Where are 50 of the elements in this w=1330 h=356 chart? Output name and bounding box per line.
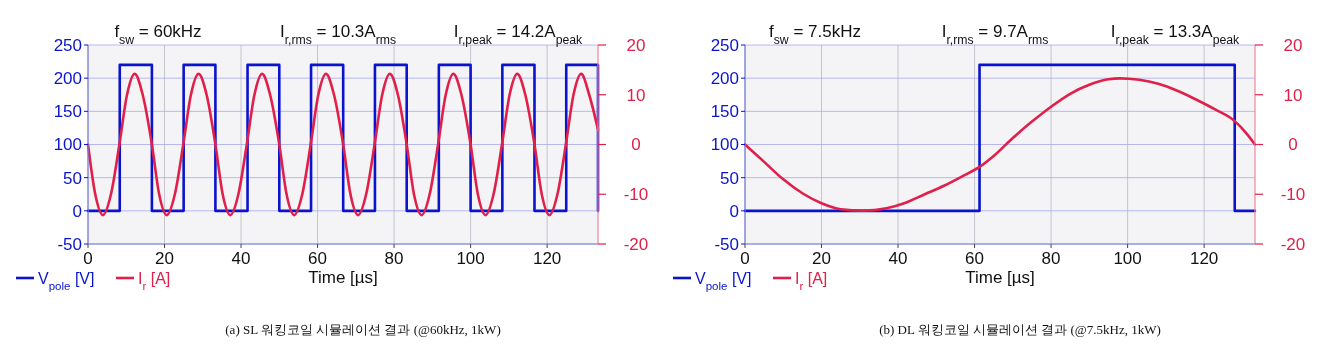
y-tick-label: 150: [53, 102, 82, 122]
y-tick-label: 150: [710, 102, 739, 122]
y-tick-label: 0: [72, 201, 82, 221]
y-tick-label: 250: [53, 35, 82, 55]
x-tick-label: 120: [1189, 249, 1219, 268]
y2-tick-label: 0: [631, 135, 641, 155]
y-tick-label: 250: [710, 35, 739, 55]
legend-label: V$_{pole}$ [V]: [38, 269, 95, 292]
y-tick-label: 200: [710, 69, 739, 89]
x-tick-label: 40: [888, 249, 908, 268]
legend-label: V$_{pole}$ [V]: [695, 269, 752, 292]
y2-tick-label: 10: [1283, 85, 1303, 105]
y-tick-label: 100: [710, 135, 739, 155]
y-tick-label: -50: [714, 234, 739, 254]
annotation: f$_{sw}$ = 7.5kHz: [769, 22, 861, 47]
y2-tick-label: -20: [1280, 234, 1306, 254]
y-tick-label: 100: [53, 135, 82, 155]
x-tick-label: 60: [965, 249, 985, 268]
legend-label: I$_{r}$ [A]: [795, 269, 828, 292]
x-tick-label: 100: [1113, 249, 1142, 268]
y2-tick-label: -10: [1280, 185, 1306, 205]
annotation: f$_{sw}$ = 60kHz: [114, 22, 202, 47]
x-tick-label: 60: [308, 249, 328, 268]
x-tick-label: 20: [812, 249, 831, 268]
y-tick-label: 50: [720, 168, 739, 188]
y2-tick-label: 20: [1283, 35, 1303, 55]
y-tick-label: 0: [729, 201, 739, 221]
y2-tick-label: -10: [623, 185, 649, 205]
y-tick-label: 200: [53, 69, 82, 89]
text: (a) SL 워킹코일 시뮬레이션 결과 (@60kHz, 1kW): [225, 322, 501, 337]
text: (b) DL 워킹코일 시뮬레이션 결과 (@7.5kHz, 1kW): [879, 322, 1161, 337]
annotation: I$_{r,peak}$ = 14.2A$_{peak}$: [453, 22, 584, 47]
x-tick-label: 120: [532, 249, 562, 268]
x-tick-label: 20: [155, 249, 174, 268]
legend-label: I$_{r}$ [A]: [138, 269, 171, 292]
y-tick-label: 50: [63, 168, 82, 188]
y-tick-label: -50: [57, 234, 82, 254]
x-axis-title: Time [µs]: [308, 268, 378, 287]
x-tick-label: 80: [384, 249, 404, 268]
y2-tick-label: 10: [626, 85, 646, 105]
y2-tick-label: 20: [626, 35, 646, 55]
y2-tick-label: 0: [1288, 135, 1298, 155]
x-tick-label: 100: [456, 249, 485, 268]
annotation: I$_{r,peak}$ = 13.3A$_{peak}$: [1110, 22, 1241, 47]
annotation: I$_{r,rms}$ = 9.7A$_{rms}$: [941, 22, 1049, 47]
x-axis-title: Time [µs]: [965, 268, 1035, 287]
annotation: I$_{r,rms}$ = 10.3A$_{rms}$: [279, 22, 397, 47]
x-tick-label: 40: [231, 249, 251, 268]
x-tick-label: 80: [1041, 249, 1061, 268]
y2-tick-label: -20: [623, 234, 649, 254]
